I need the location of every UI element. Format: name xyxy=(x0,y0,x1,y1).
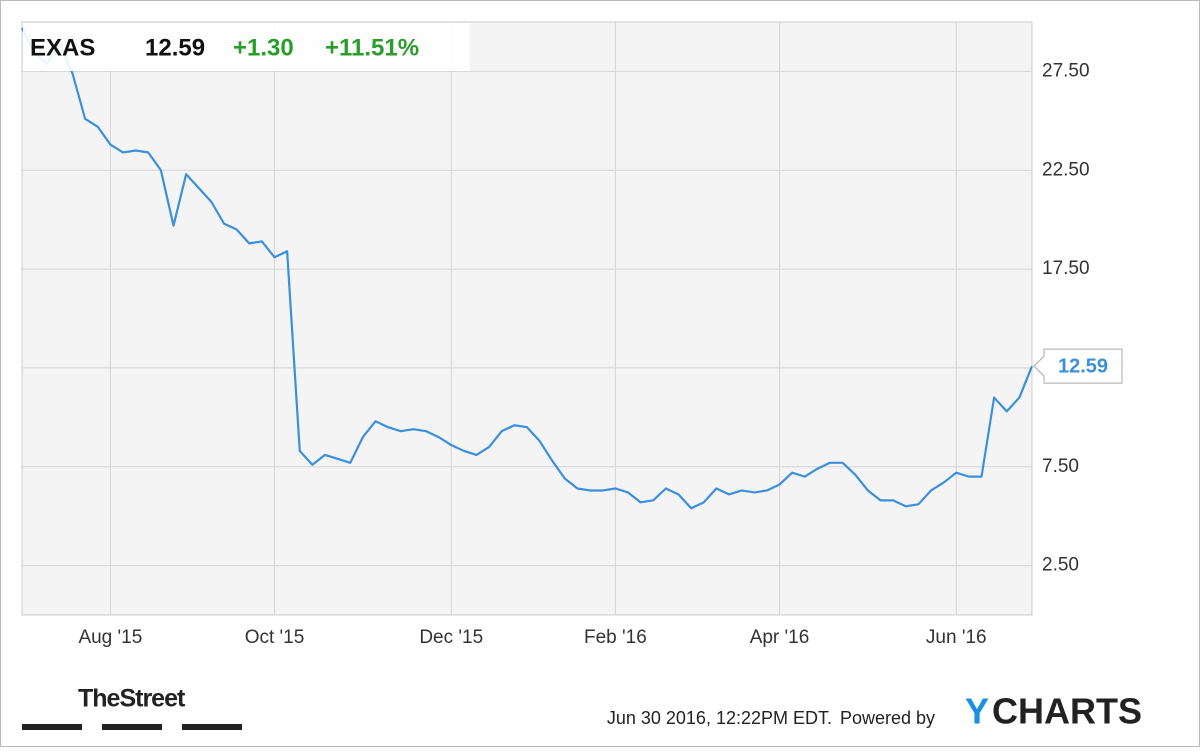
grid xyxy=(22,22,1032,615)
plot-area xyxy=(21,21,1033,616)
y-tick-label: 27.50 xyxy=(1042,60,1090,81)
flag-label: 12.59 xyxy=(1058,355,1108,377)
x-tick-label: Apr '16 xyxy=(750,627,810,648)
logo-bar xyxy=(22,724,82,730)
logo-bar xyxy=(182,724,242,730)
y-tick-label: 22.50 xyxy=(1042,159,1090,180)
x-tick-label: Jun '16 xyxy=(926,627,987,648)
powered-by: Powered by xyxy=(840,708,935,728)
ticker: EXAS xyxy=(30,34,95,61)
price-flag: 12.59 xyxy=(1033,348,1123,384)
logo-rest: CHARTS xyxy=(992,691,1142,732)
logo-y: Y xyxy=(965,691,989,732)
y-tick-label: 17.50 xyxy=(1042,258,1090,279)
lines xyxy=(21,27,1034,510)
source-logo: TheStreet xyxy=(78,685,186,713)
y-tick-label: 2.50 xyxy=(1042,555,1079,576)
x-tick-label: Aug '15 xyxy=(78,627,142,648)
change-pct: +11.51% xyxy=(325,34,419,61)
flag-box xyxy=(1033,348,1123,384)
timestamp: Jun 30 2016, 12:22PM EDT. xyxy=(607,708,832,728)
price-line xyxy=(21,27,1034,510)
y-tick-label: 7.50 xyxy=(1042,456,1079,477)
change: +1.30 xyxy=(233,34,294,61)
price: 12.59 xyxy=(145,34,205,61)
header-box xyxy=(23,23,470,71)
logo-bar xyxy=(102,724,162,730)
x-tick-label: Oct '15 xyxy=(245,627,305,648)
x-tick-label: Feb '16 xyxy=(584,627,647,648)
x-tick-label: Dec '15 xyxy=(419,627,483,648)
